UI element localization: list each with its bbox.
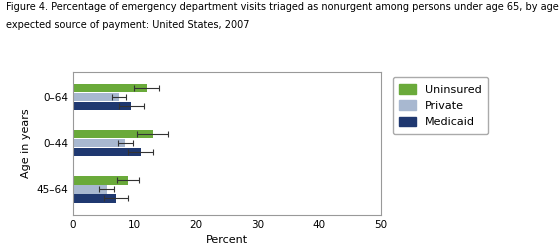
Legend: Uninsured, Private, Medicaid: Uninsured, Private, Medicaid (393, 77, 488, 134)
Bar (73, 130, 153, 138)
Bar (73, 185, 106, 194)
Bar (73, 93, 119, 101)
Bar (73, 139, 125, 147)
Y-axis label: Age in years: Age in years (21, 108, 31, 178)
Text: expected source of payment: United States, 2007: expected source of payment: United State… (6, 20, 249, 30)
Bar (73, 194, 116, 203)
Bar (73, 102, 131, 110)
Bar (73, 84, 147, 92)
Bar (73, 176, 128, 185)
Bar (73, 148, 141, 156)
Text: Figure 4. Percentage of emergency department visits triaged as nonurgent among p: Figure 4. Percentage of emergency depart… (6, 2, 560, 12)
X-axis label: Percent: Percent (206, 235, 248, 245)
